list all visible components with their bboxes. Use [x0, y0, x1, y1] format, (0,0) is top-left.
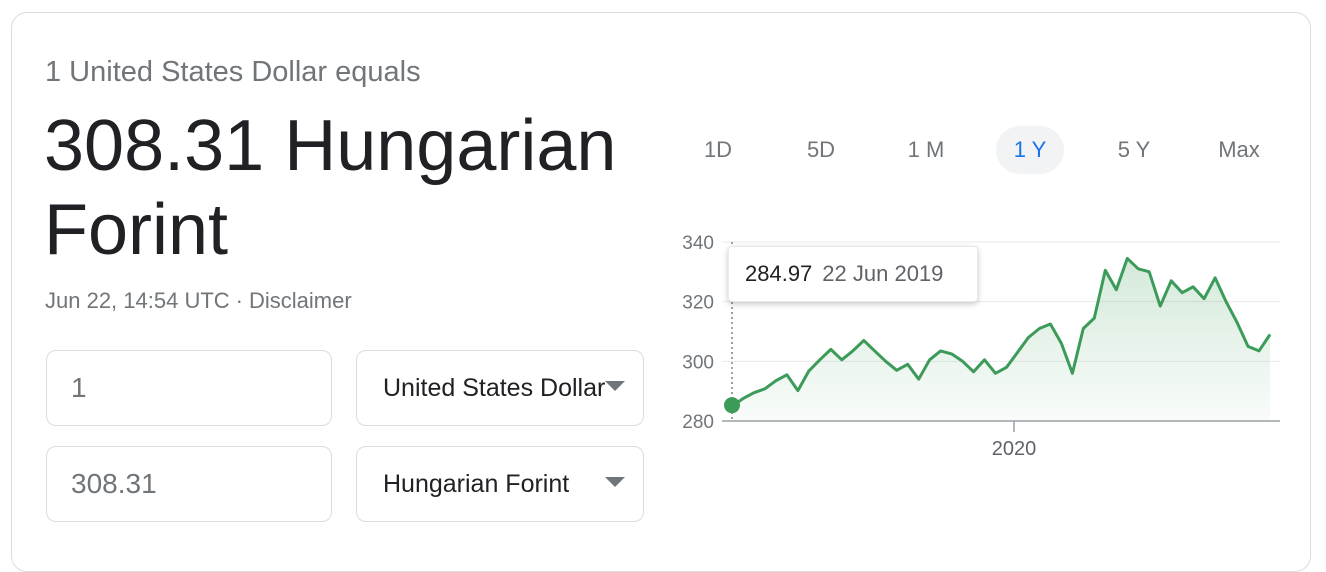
from-amount-box	[46, 350, 332, 426]
disclaimer-link[interactable]: Disclaimer	[249, 288, 352, 313]
chart-tooltip: 284.97 22 Jun 2019	[728, 246, 978, 302]
tooltip-value: 284.97	[745, 261, 813, 286]
timestamp-line: Jun 22, 14:54 UTC · Disclaimer	[45, 288, 352, 314]
from-currency-value: United States Dollar	[383, 374, 606, 402]
dropdown-arrow-icon	[605, 477, 625, 487]
y-tick-label: 300	[682, 352, 714, 373]
range-tab-1y[interactable]: 1 Y	[996, 126, 1064, 174]
series-line	[731, 256, 1272, 408]
y-axis-ticks: 280 300 320 340	[682, 233, 714, 433]
tooltip-date: 22 Jun 2019	[822, 261, 944, 286]
to-amount-input[interactable]	[47, 447, 311, 521]
exchange-rate-chart[interactable]: 280 300 320 340 2020	[666, 226, 1286, 476]
equals-label: 1 United States Dollar equals	[45, 56, 421, 88]
x-tick-label: 2020	[992, 438, 1037, 460]
conversion-result: 308.31 Hungarian Forint	[44, 106, 617, 270]
from-amount-input[interactable]	[47, 351, 311, 425]
timestamp: Jun 22, 14:54 UTC	[45, 288, 230, 313]
to-currency-value: Hungarian Forint	[383, 470, 570, 498]
range-tab-5y[interactable]: 5 Y	[1117, 137, 1151, 162]
from-currency-select[interactable]: United States Dollar	[356, 350, 644, 426]
y-tick-label: 280	[682, 412, 714, 433]
dropdown-arrow-icon	[605, 381, 625, 391]
time-range-tabs: 1D 5D 1 M 1 Y 5 Y Max	[680, 126, 1290, 174]
range-tab-1d[interactable]: 1D	[703, 137, 733, 162]
range-tab-max[interactable]: Max	[1218, 137, 1260, 162]
range-tab-1m[interactable]: 1 M	[907, 137, 945, 162]
y-tick-label: 320	[682, 293, 714, 314]
separator: ·	[235, 288, 243, 313]
chart-area-fill	[732, 258, 1270, 421]
to-amount-box	[46, 446, 332, 522]
y-tick-label: 340	[682, 233, 714, 254]
to-currency-select[interactable]: Hungarian Forint	[356, 446, 644, 522]
range-tab-5d[interactable]: 5D	[806, 137, 836, 162]
highlighted-point	[724, 397, 740, 414]
